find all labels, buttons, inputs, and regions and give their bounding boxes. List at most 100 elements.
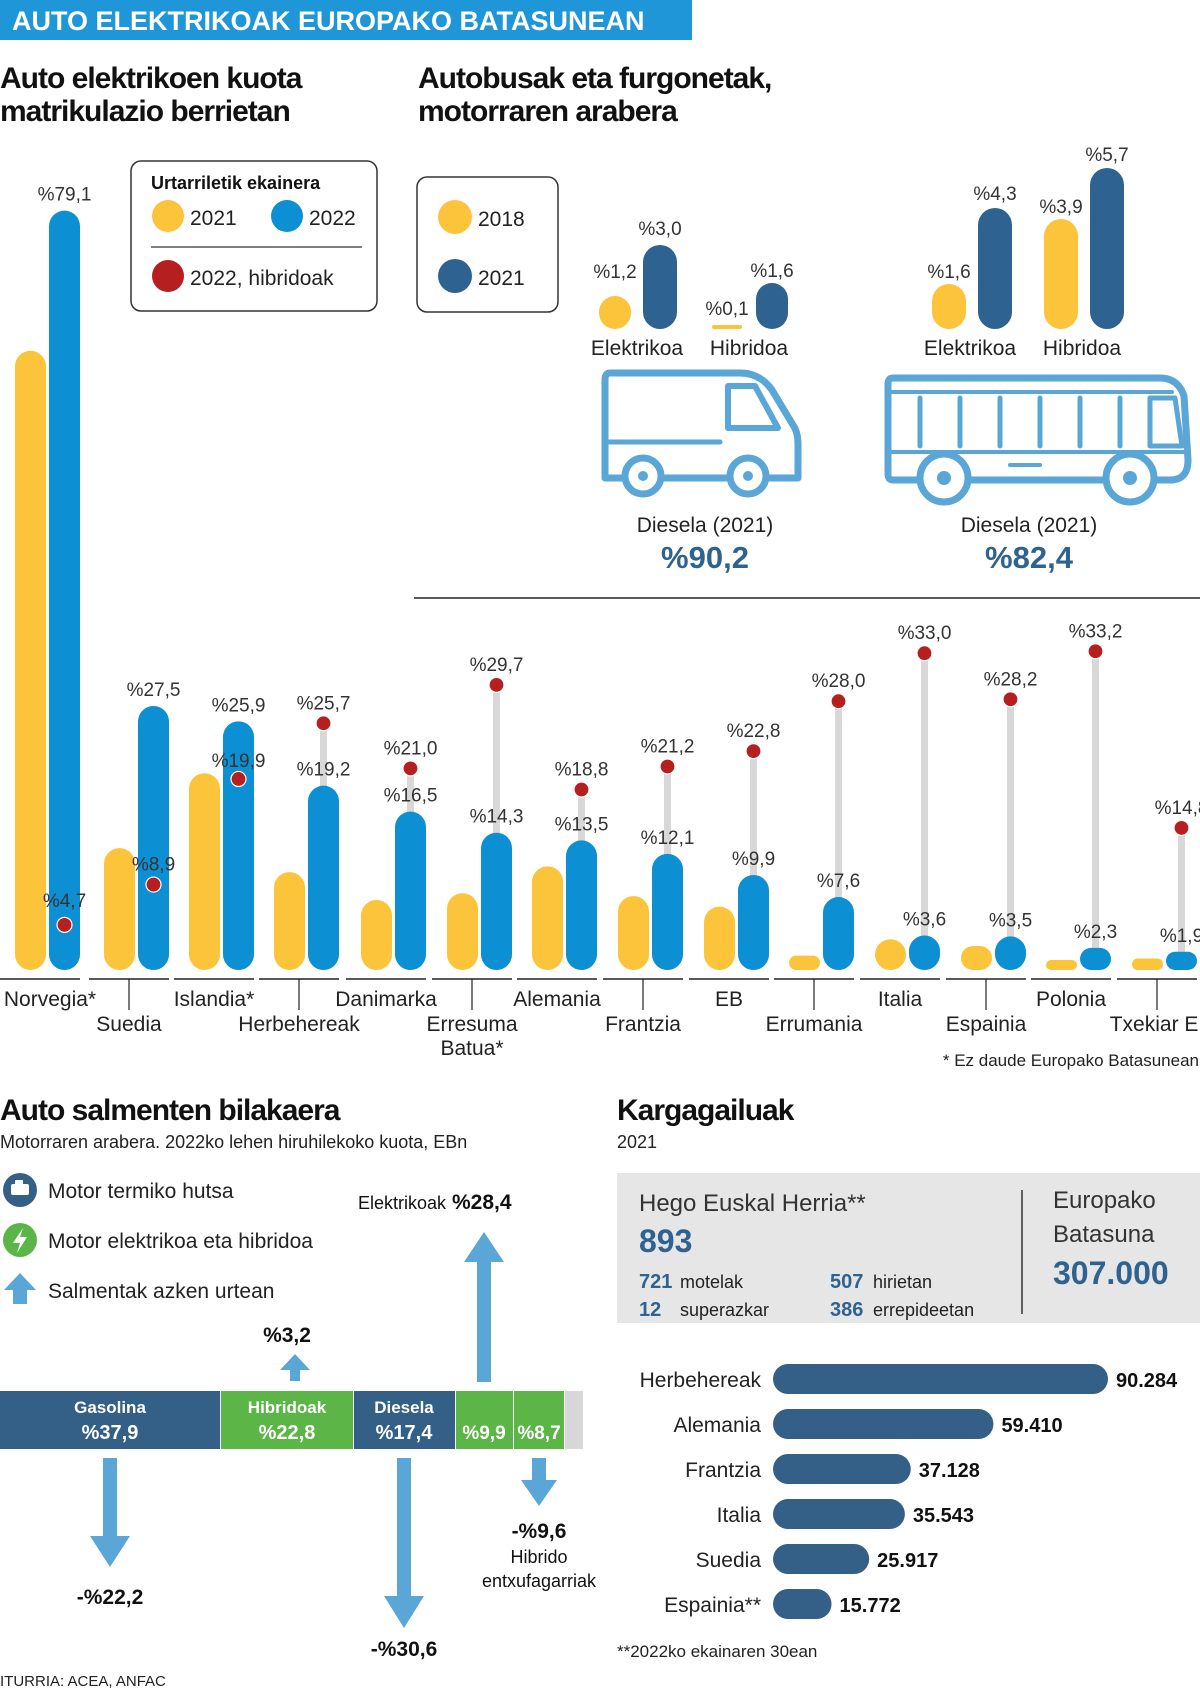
- cat-norvegia: Norvegia*: [4, 988, 96, 1011]
- segment-hibridoak-name: Hibridoak: [248, 1398, 327, 1417]
- bar-2022: [738, 874, 769, 970]
- legend2-2021-swatch: [438, 259, 472, 293]
- legend1-heading: Urtarriletik ekainera: [151, 173, 321, 193]
- segment-entxufagarriak-value: %8,7: [517, 1423, 560, 1444]
- charger-value: 37.128: [919, 1460, 980, 1482]
- hybrid-dot: [830, 693, 847, 710]
- section1-title-line2: matrikulazio berrietan: [0, 95, 290, 128]
- van-icon: [601, 369, 802, 498]
- hibridoak-up-arrow: [280, 1354, 310, 1381]
- bar-2021: [274, 872, 305, 970]
- van-hyb-2018-bar: [712, 325, 742, 329]
- hybrid-label: %4,7: [43, 891, 86, 912]
- hybrid-label: %21,2: [641, 736, 695, 757]
- bus-hyb-2018-label: %3,9: [1039, 197, 1082, 218]
- charger-bar: [773, 1364, 1108, 1394]
- section1-chart: %79,1 %4,7 %27,5 %8,9 %25,9 %19,9 %19,2 %25,7 %1…: [0, 185, 1200, 1010]
- hibridoak-change: %3,2: [263, 1324, 311, 1347]
- bus-hyb-2021-label: %5,7: [1085, 145, 1128, 166]
- hybrid-dot: [1002, 691, 1019, 708]
- section4-subtitle: 2021: [617, 1132, 657, 1152]
- motelak-label: motelak: [680, 1272, 744, 1292]
- section4-title: Kargagailuak: [617, 1094, 795, 1127]
- segment-diesela-name: Diesela: [374, 1398, 434, 1417]
- up-arrow-icon: [4, 1273, 36, 1304]
- segment-hibridoak-value: %22,8: [259, 1422, 316, 1444]
- van-diesel-value: %90,2: [661, 540, 749, 575]
- bus-icon: [884, 374, 1192, 506]
- section1-legend: Urtarriletik ekainera 2021 2022 2022, hi…: [130, 160, 378, 312]
- gasolina-down-arrow: [90, 1458, 130, 1567]
- hybrid-label: %33,0: [898, 623, 952, 644]
- bar-2022: [308, 785, 339, 970]
- bar-2022-label: %19,2: [297, 760, 351, 781]
- sales-stacked-bar: Gasolina %37,9 Hibridoak %22,8 Diesela %…: [0, 1391, 583, 1449]
- source-credit: ITURRIA: ACEA, ANFAC: [0, 1673, 166, 1690]
- bar-2021: [961, 946, 992, 970]
- motelak-count: 721: [639, 1271, 672, 1293]
- section3-subtitle: Motorraren arabera. 2022ko lehen hiruhil…: [0, 1132, 467, 1152]
- hirietan-label: hirietan: [873, 1272, 932, 1292]
- bar-2021: [104, 848, 135, 970]
- cat-islandia: Islandia*: [174, 988, 255, 1011]
- errepide-label: errepideetan: [873, 1300, 974, 1320]
- bus-hyb-2018-bar: [1044, 219, 1078, 329]
- diesela-change: -%30,6: [371, 1638, 438, 1661]
- bar-2022-label: %2,3: [1074, 922, 1117, 943]
- cat-suedia: Suedia: [96, 1013, 162, 1036]
- hirietan-count: 507: [830, 1271, 863, 1293]
- section2-legend: 2018 2021: [416, 176, 559, 313]
- diesela-down-arrow: [384, 1458, 424, 1628]
- legend2-2021-label: 2021: [478, 267, 525, 290]
- bar-2021: [447, 893, 478, 970]
- van-elec-2018-bar: [599, 296, 631, 329]
- hybrid-dot: [315, 715, 332, 732]
- gasolina-change: -%22,2: [77, 1586, 144, 1609]
- legend2-2018-label: 2018: [478, 208, 525, 231]
- page-title: AUTO ELEKTRIKOAK EUROPAKO BATASUNEAN: [12, 6, 645, 36]
- hybrid-label: %18,8: [555, 760, 609, 781]
- charger-country: Espainia**: [664, 1594, 761, 1617]
- bar-2022-label: %16,5: [384, 786, 438, 807]
- hybrid-dot: [230, 770, 247, 788]
- bar-2021: [15, 350, 46, 970]
- cat-eb: EB: [715, 988, 743, 1011]
- bar-2022: [1166, 951, 1197, 970]
- van-hyb-2021-bar: [756, 283, 788, 329]
- segment-diesela-value: %17,4: [376, 1422, 434, 1444]
- errepide-count: 386: [830, 1299, 863, 1321]
- charger-country: Frantzia: [685, 1459, 761, 1482]
- segment-gasolina-name: Gasolina: [74, 1398, 146, 1417]
- bus-diesel-label: Diesela (2021): [961, 514, 1098, 537]
- charger-country: Italia: [717, 1504, 762, 1527]
- van-hyb-2018-label: %0,1: [705, 299, 748, 320]
- bar-2021: [1046, 960, 1077, 970]
- charger-value: 15.772: [840, 1595, 901, 1617]
- segment-diesela: [354, 1391, 455, 1449]
- bar-2022: [995, 936, 1026, 970]
- bus-elec-2021-bar: [978, 208, 1012, 329]
- bar-2022-label: %9,9: [732, 849, 775, 870]
- section1-title-line1: Auto elektrikoen kuota: [0, 62, 303, 95]
- hegoalde-total: 893: [639, 1223, 692, 1259]
- cat-txekiar: Txekiar E.: [1110, 1013, 1200, 1036]
- section3-legend: Motor termiko hutsa Motor elektrikoa eta…: [3, 1173, 313, 1304]
- section1-category-labels: Norvegia* Suedia Islandia* Herbehereak D…: [4, 988, 1200, 1060]
- cat-italia: Italia: [878, 988, 923, 1011]
- hybrid-dot: [402, 760, 419, 777]
- section3-title: Auto salmenten bilakaera: [0, 1094, 341, 1127]
- eb-total: 307.000: [1053, 1255, 1169, 1291]
- charger-value: 59.410: [1001, 1415, 1062, 1437]
- legend1-2022-swatch: [271, 200, 303, 232]
- cat-frantzia: Frantzia: [605, 1013, 681, 1036]
- chargers-box: [617, 1173, 1200, 1323]
- bar-2022-label: %3,5: [989, 910, 1032, 931]
- legend1-2021-swatch: [152, 200, 184, 232]
- hybrid-label: %8,9: [132, 855, 175, 876]
- hybrid-dot: [1087, 643, 1104, 660]
- segment-gasolina-value: %37,9: [82, 1422, 139, 1444]
- chargers-bar-chart: Herbehereak 90.284 Alemania 59.410 Frantzia 3…: [640, 1364, 1178, 1619]
- elektrikoak-up-arrow: [464, 1232, 504, 1382]
- charger-bar: [773, 1544, 870, 1574]
- hybrid-label: %28,0: [812, 671, 866, 692]
